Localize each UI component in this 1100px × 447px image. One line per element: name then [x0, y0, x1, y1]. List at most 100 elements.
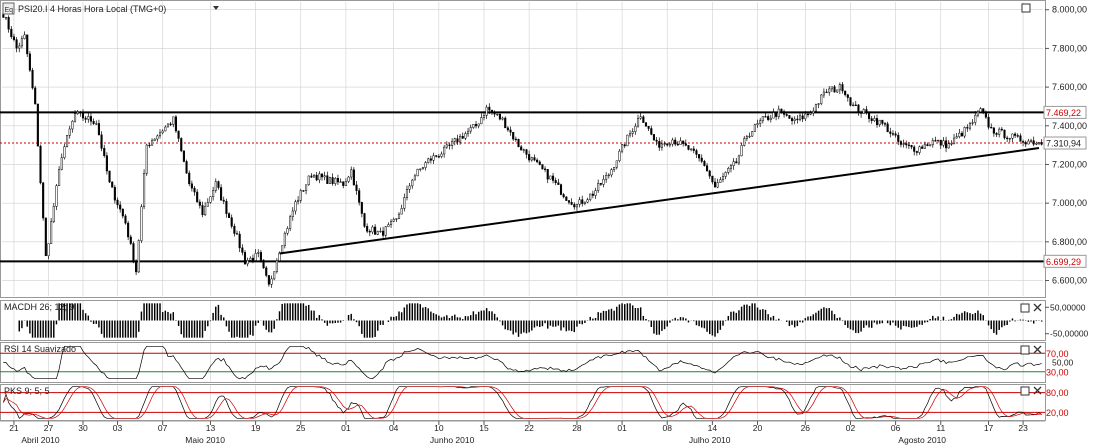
candle-body — [644, 122, 648, 127]
candle-body — [554, 180, 557, 183]
candle-body — [397, 213, 401, 219]
candle-body — [390, 221, 393, 225]
candle-body — [934, 140, 937, 142]
candle-body — [575, 204, 578, 208]
candle-body — [235, 233, 239, 235]
candle-body — [801, 115, 804, 120]
x-tick-label: 03 — [113, 423, 123, 433]
stoch-level-label: 20,00 — [1046, 408, 1069, 418]
candle-body — [238, 233, 241, 249]
x-month-label: Agosto 2010 — [898, 435, 946, 445]
candle-body — [923, 144, 926, 149]
grid-lines — [2, 2, 1043, 420]
x-tick-label: 13 — [206, 423, 216, 433]
candle-body — [647, 126, 650, 129]
title-dropdown-icon[interactable] — [213, 6, 219, 10]
maximize-icon[interactable] — [1021, 3, 1031, 13]
candle-body — [411, 179, 414, 187]
candle-body — [193, 187, 196, 193]
candle-body — [642, 116, 645, 123]
candle-body — [1016, 135, 1019, 137]
candle-body — [546, 169, 549, 180]
x-month-label: Julho 2010 — [689, 435, 731, 445]
candle-body — [899, 141, 902, 145]
candle-body — [342, 181, 345, 186]
candle-body — [1014, 133, 1017, 136]
candle-body — [610, 169, 613, 176]
candle-body — [501, 117, 504, 120]
candle-body — [506, 127, 509, 131]
candle-body — [945, 140, 948, 149]
level-label: 7.469,22 — [1046, 108, 1081, 118]
rsi-close-icon[interactable] — [1033, 345, 1042, 354]
candle-body — [929, 144, 932, 147]
eq-icon[interactable] — [2, 2, 15, 15]
stoch-maximize-icon[interactable] — [1020, 386, 1030, 396]
x-tick-label: 02 — [846, 423, 856, 433]
candle-body — [878, 119, 881, 125]
candle-body — [594, 190, 597, 196]
candle-body — [958, 132, 961, 137]
candle-body — [796, 118, 799, 121]
rsi-line — [3, 345, 1042, 380]
candle-body — [440, 153, 443, 157]
candle-body — [42, 182, 45, 219]
candlestick-series — [2, 13, 1043, 288]
candle-body — [222, 199, 225, 202]
candle-body — [76, 111, 79, 114]
candle-body — [448, 144, 451, 146]
candle-body — [939, 139, 942, 146]
candle-body — [467, 130, 470, 134]
candle-body — [241, 247, 244, 253]
candle-body — [328, 177, 332, 184]
candle-body — [541, 164, 544, 170]
rsi-title: RSI 14 Suavizado — [4, 344, 76, 354]
stoch-close-icon[interactable] — [1033, 386, 1042, 395]
price-y-tick-label: 7.200,00 — [1052, 159, 1087, 169]
candle-body — [708, 170, 711, 177]
candle-body — [1030, 140, 1033, 142]
candle-body — [921, 146, 924, 149]
candle-body — [113, 187, 116, 201]
candle-body — [84, 117, 87, 120]
macd-close-icon[interactable] — [1033, 303, 1042, 312]
x-tick-label: 01 — [617, 423, 627, 433]
last-price-label-box — [1043, 136, 1087, 150]
candle-body — [119, 204, 122, 210]
candle-body — [573, 204, 576, 208]
candle-body — [63, 146, 66, 158]
candle-body — [403, 197, 406, 209]
candle-body — [732, 161, 735, 166]
x-tick-label: 07 — [158, 423, 168, 433]
x-tick-label: 04 — [389, 423, 399, 433]
candle-body — [721, 176, 725, 180]
candle-body — [703, 161, 706, 166]
candle-body — [512, 131, 515, 140]
macd-maximize-icon[interactable] — [1020, 303, 1030, 313]
candle-body — [517, 138, 520, 147]
candle-body — [783, 111, 786, 115]
candle-body — [522, 149, 525, 151]
candle-body — [334, 178, 337, 184]
candle-body — [785, 114, 788, 116]
candle-body — [995, 133, 998, 135]
candle-body — [854, 104, 857, 107]
candle-body — [798, 115, 802, 121]
candle-body — [716, 182, 719, 188]
candle-body — [698, 154, 701, 159]
candle-body — [836, 89, 839, 93]
candle-body — [581, 199, 584, 204]
candle-body — [100, 134, 103, 149]
candle-body — [533, 157, 536, 161]
candle-body — [60, 157, 63, 170]
candle-body — [700, 157, 703, 162]
candle-body — [387, 224, 390, 227]
candle-body — [812, 110, 815, 114]
candle-body — [1008, 138, 1011, 140]
candle-body — [312, 174, 316, 178]
candle-body — [315, 174, 318, 181]
candle-body — [841, 84, 844, 92]
x-tick-label: 10 — [434, 423, 444, 433]
stoch-d-line — [3, 386, 1042, 419]
rsi-maximize-icon[interactable] — [1020, 345, 1030, 355]
